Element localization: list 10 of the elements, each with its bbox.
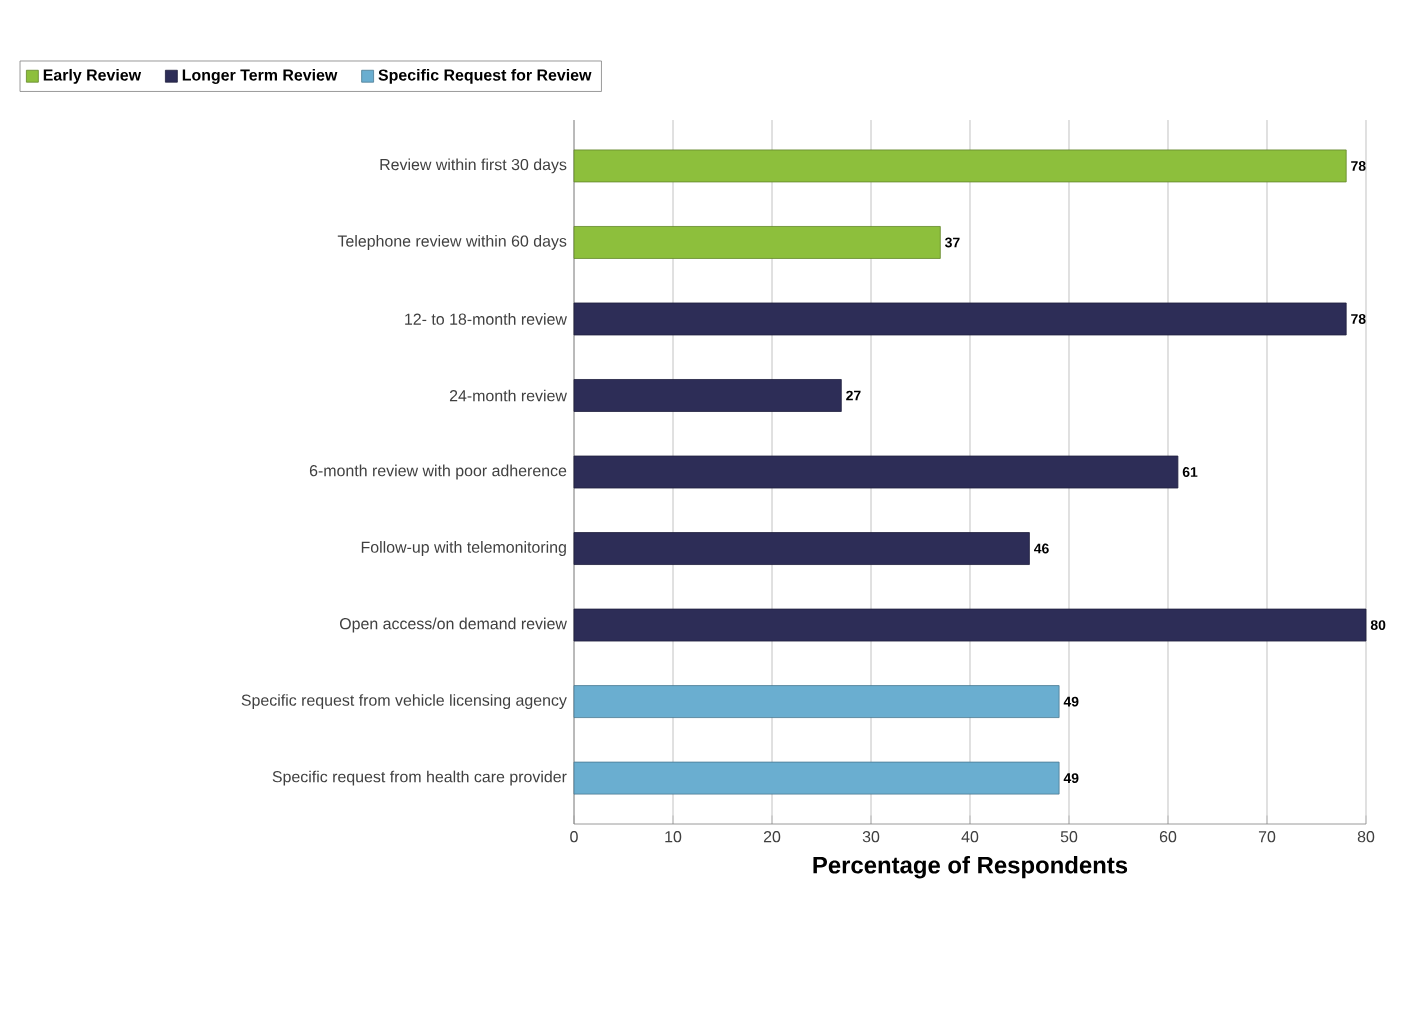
bar	[573, 761, 1060, 795]
bar	[573, 302, 1347, 336]
bar	[573, 455, 1179, 489]
bar	[573, 149, 1347, 183]
bar	[573, 685, 1060, 718]
bar	[573, 226, 941, 259]
bar	[573, 379, 842, 412]
x-axis-title: Percentage of Respondents	[813, 856, 1128, 879]
bar	[573, 608, 1367, 642]
bar	[573, 532, 1030, 565]
